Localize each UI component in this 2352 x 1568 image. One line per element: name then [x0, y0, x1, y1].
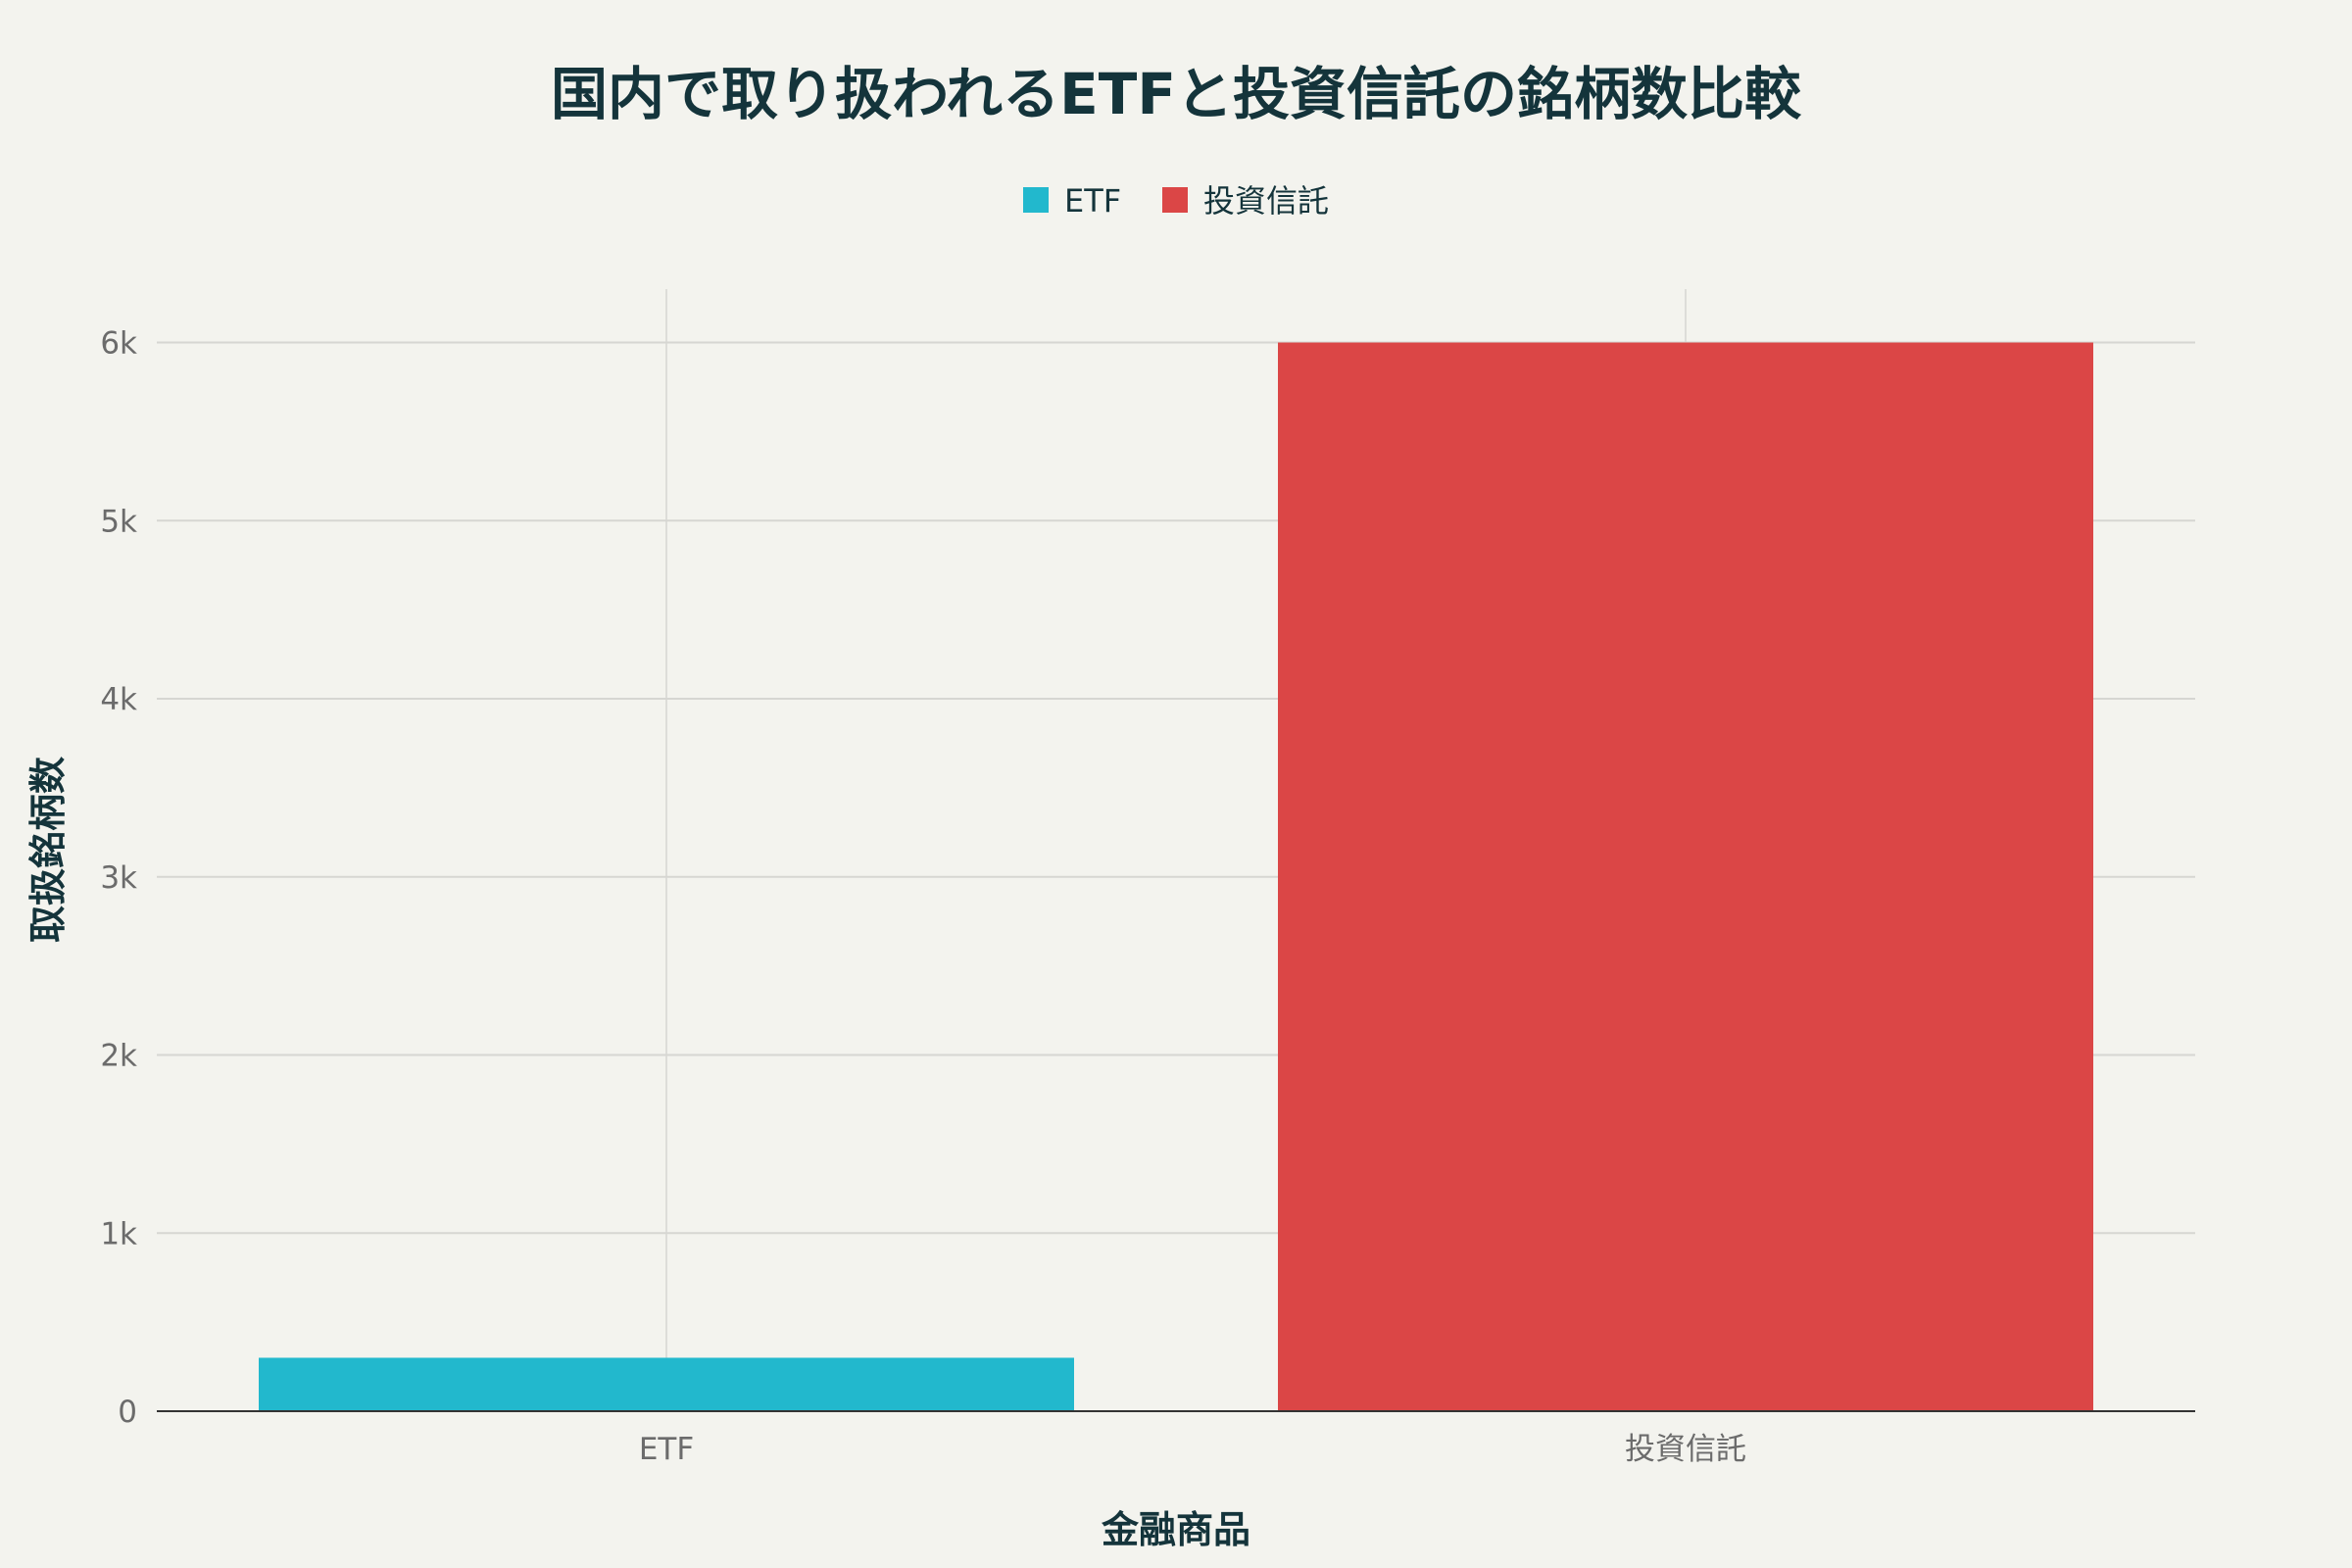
legend-swatch: [1162, 187, 1188, 213]
y-tick-label: 2k: [100, 1039, 137, 1074]
bar: [1278, 342, 2093, 1411]
bar: [259, 1357, 1074, 1411]
y-axis-title: 取扱銘柄数: [26, 757, 70, 943]
x-tick-label: ETF: [639, 1432, 694, 1467]
y-tick-label: 6k: [100, 326, 137, 362]
y-tick-label: 0: [118, 1395, 137, 1430]
legend-label: 投資信託: [1203, 182, 1329, 220]
x-tick-label: 投資信託: [1625, 1432, 1746, 1467]
x-axis-title: 金融商品: [1101, 1508, 1250, 1551]
chart-title: 国内で取り扱われるETFと投資信託の銘柄数比較: [551, 61, 1802, 127]
y-tick-label: 1k: [100, 1216, 137, 1251]
y-axis-ticks: 0 1k 2k 3k 4k 5k 6k: [100, 326, 137, 1430]
legend-swatch: [1023, 187, 1049, 213]
bars: [259, 342, 2093, 1411]
y-tick-label: 4k: [100, 682, 137, 717]
legend: ETF 投資信託: [1023, 182, 1329, 220]
legend-label: ETF: [1064, 182, 1121, 220]
x-axis-ticks: ETF 投資信託: [639, 1432, 1746, 1467]
y-tick-label: 5k: [100, 504, 137, 539]
y-tick-label: 3k: [100, 860, 137, 896]
